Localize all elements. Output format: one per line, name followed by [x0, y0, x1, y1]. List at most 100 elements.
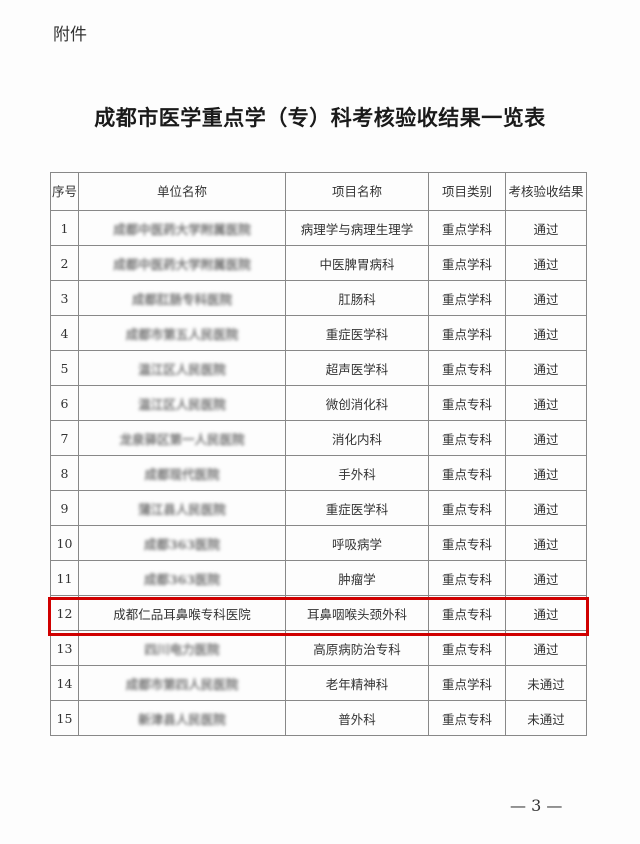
cell-unit: 成都仁品耳鼻喉专科医院 — [78, 595, 286, 631]
cell-category: 重点学科 — [428, 665, 506, 701]
cell-unit: 成都市第五人民医院 — [78, 315, 286, 351]
cell-unit: 成都363医院 — [78, 560, 286, 596]
cell-category: 重点学科 — [428, 210, 506, 246]
blurred-unit-name: 龙泉驿区第一人民医院 — [119, 431, 245, 447]
blurred-unit-name: 成都市第五人民医院 — [125, 326, 239, 342]
cell-result: 通过 — [505, 525, 587, 561]
cell-category: 重点专科 — [428, 385, 506, 421]
cell-project: 重症医学科 — [285, 315, 429, 351]
cell-unit: 蒲江县人民医院 — [78, 490, 286, 526]
table-row: 15 新津县人民医院 普外科 重点专科 未通过 — [50, 700, 587, 736]
cell-category: 重点专科 — [428, 700, 506, 736]
cell-no: 14 — [50, 665, 79, 701]
table-row: 12 成都仁品耳鼻喉专科医院 耳鼻咽喉头颈外科 重点专科 通过 — [50, 595, 587, 631]
table-row: 9 蒲江县人民医院 重症医学科 重点专科 通过 — [50, 490, 587, 526]
cell-result: 通过 — [505, 560, 587, 596]
table-row: 7 龙泉驿区第一人民医院 消化内科 重点专科 通过 — [50, 420, 587, 456]
table-row: 5 温江区人民医院 超声医学科 重点专科 通过 — [50, 350, 587, 386]
cell-no: 10 — [50, 525, 79, 561]
cell-category: 重点专科 — [428, 455, 506, 491]
cell-category: 重点专科 — [428, 560, 506, 596]
cell-category: 重点专科 — [428, 350, 506, 386]
cell-project: 手外科 — [285, 455, 429, 491]
cell-no: 7 — [50, 420, 79, 456]
blurred-unit-name: 成都中医药大学附属医院 — [113, 221, 251, 237]
header-category: 项目类别 — [428, 172, 506, 211]
table-row: 8 成都现代医院 手外科 重点专科 通过 — [50, 455, 587, 491]
cell-result: 通过 — [505, 420, 587, 456]
table-row: 14 成都市第四人民医院 老年精神科 重点学科 未通过 — [50, 665, 587, 701]
cell-result: 通过 — [505, 245, 587, 281]
cell-unit: 成都现代医院 — [78, 455, 286, 491]
cell-project: 微创消化科 — [285, 385, 429, 421]
cell-no: 9 — [50, 490, 79, 526]
cell-no: 3 — [50, 280, 79, 316]
header-result: 考核验收结果 — [505, 172, 587, 211]
cell-result: 未通过 — [505, 700, 587, 736]
cell-unit: 成都中医药大学附属医院 — [78, 210, 286, 246]
cell-category: 重点专科 — [428, 525, 506, 561]
cell-category: 重点专科 — [428, 420, 506, 456]
table-row: 2 成都中医药大学附属医院 中医脾胃病科 重点学科 通过 — [50, 245, 587, 281]
cell-no: 13 — [50, 630, 79, 666]
cell-project: 高原病防治专科 — [285, 630, 429, 666]
cell-unit: 温江区人民医院 — [78, 385, 286, 421]
cell-result: 通过 — [505, 315, 587, 351]
cell-no: 6 — [50, 385, 79, 421]
cell-result: 通过 — [505, 630, 587, 666]
cell-unit: 新津县人民医院 — [78, 700, 286, 736]
table-header-row: 序号 单位名称 项目名称 项目类别 考核验收结果 — [50, 172, 587, 211]
cell-result: 通过 — [505, 350, 587, 386]
cell-project: 超声医学科 — [285, 350, 429, 386]
cell-no: 12 — [50, 595, 79, 631]
blurred-unit-name: 温江区人民医院 — [138, 396, 226, 412]
table-row: 11 成都363医院 肿瘤学 重点专科 通过 — [50, 560, 587, 596]
table-row: 1 成都中医药大学附属医院 病理学与病理生理学 重点学科 通过 — [50, 210, 587, 246]
table-row: 3 成都肛肠专科医院 肛肠科 重点学科 通过 — [50, 280, 587, 316]
cell-result: 通过 — [505, 595, 587, 631]
table-row: 4 成都市第五人民医院 重症医学科 重点学科 通过 — [50, 315, 587, 351]
cell-project: 呼吸病学 — [285, 525, 429, 561]
cell-no: 2 — [50, 245, 79, 281]
header-project: 项目名称 — [285, 172, 429, 211]
table-row: 13 四川电力医院 高原病防治专科 重点专科 通过 — [50, 630, 587, 666]
blurred-unit-name: 成都肛肠专科医院 — [131, 291, 232, 307]
cell-result: 通过 — [505, 210, 587, 246]
cell-project: 老年精神科 — [285, 665, 429, 701]
blurred-unit-name: 蒲江县人民医院 — [138, 501, 226, 517]
cell-unit: 成都市第四人民医院 — [78, 665, 286, 701]
cell-unit: 四川电力医院 — [78, 630, 286, 666]
blurred-unit-name: 成都市第四人民医院 — [125, 676, 239, 692]
cell-no: 4 — [50, 315, 79, 351]
document-title: 成都市医学重点学（专）科考核验收结果一览表 — [94, 105, 546, 130]
cell-unit: 成都中医药大学附属医院 — [78, 245, 286, 281]
cell-unit: 成都363医院 — [78, 525, 286, 561]
attachment-label: 附件 — [53, 25, 87, 45]
table-row: 6 温江区人民医院 微创消化科 重点专科 通过 — [50, 385, 587, 421]
cell-category: 重点专科 — [428, 630, 506, 666]
cell-no: 5 — [50, 350, 79, 386]
cell-project: 普外科 — [285, 700, 429, 736]
cell-project: 耳鼻咽喉头颈外科 — [285, 595, 429, 631]
results-table: 序号 单位名称 项目名称 项目类别 考核验收结果 1 成都中医药大学附属医院 病理学… — [50, 172, 587, 736]
cell-result: 通过 — [505, 385, 587, 421]
blurred-unit-name: 成都363医院 — [143, 571, 221, 587]
header-no: 序号 — [50, 172, 79, 211]
cell-no: 8 — [50, 455, 79, 491]
page-number: — 3 — — [510, 796, 563, 815]
blurred-unit-name: 四川电力医院 — [144, 641, 220, 657]
cell-category: 重点学科 — [428, 245, 506, 281]
cell-unit: 成都肛肠专科医院 — [78, 280, 286, 316]
blurred-unit-name: 成都363医院 — [143, 536, 221, 552]
cell-result: 通过 — [505, 490, 587, 526]
cell-project: 肿瘤学 — [285, 560, 429, 596]
cell-unit: 龙泉驿区第一人民医院 — [78, 420, 286, 456]
cell-project: 肛肠科 — [285, 280, 429, 316]
cell-result: 通过 — [505, 455, 587, 491]
cell-category: 重点专科 — [428, 490, 506, 526]
cell-result: 未通过 — [505, 665, 587, 701]
blurred-unit-name: 温江区人民医院 — [138, 361, 226, 377]
cell-no: 15 — [50, 700, 79, 736]
cell-project: 中医脾胃病科 — [285, 245, 429, 281]
cell-result: 通过 — [505, 280, 587, 316]
